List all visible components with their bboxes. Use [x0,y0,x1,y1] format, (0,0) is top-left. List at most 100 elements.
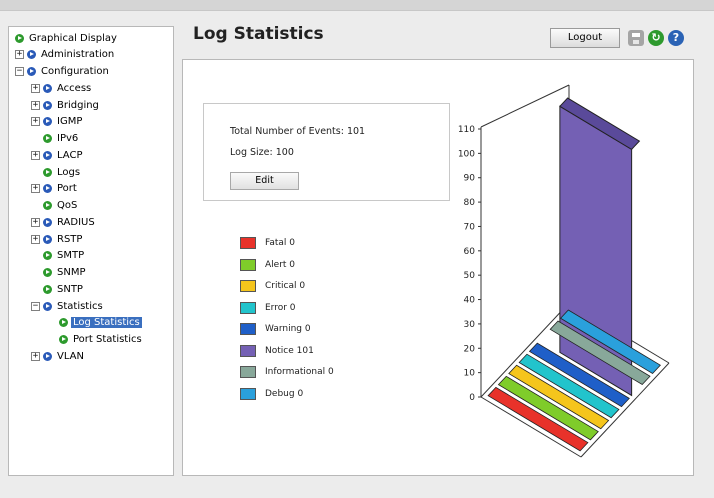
tree-item-label[interactable]: RSTP [57,233,83,245]
edit-button[interactable]: Edit [230,172,299,190]
tree-item-label[interactable]: Access [57,82,92,94]
tree-item-label[interactable]: Graphical Display [29,32,117,44]
tree-item-qos[interactable]: QoS [31,199,79,213]
tree-item-igmp[interactable]: + IGMP [31,115,84,129]
expand-icon[interactable]: + [31,233,40,244]
tree-item-port-statistics[interactable]: Port Statistics [47,333,144,347]
floor-right-edge [580,362,670,458]
y-tick-label: 10 [464,369,476,379]
tree-item-label[interactable]: IPv6 [57,133,79,144]
bar-warning [528,342,630,408]
tree-item-label[interactable]: IGMP [57,116,83,128]
tree-item-sntp[interactable]: SNTP [31,282,85,296]
tree-item-label[interactable]: RADIUS [57,216,95,228]
tree-item-administration[interactable]: + Administration [15,48,116,62]
tree-item-label[interactable]: Logs [57,166,81,178]
legend-item-notice: Notice 101 [240,344,314,358]
expand-icon[interactable]: + [31,149,40,160]
log-size-value: 100 [275,147,294,158]
logout-button[interactable]: Logout [550,28,620,48]
legend-label: Alert 0 [265,259,296,270]
expand-icon[interactable]: + [15,49,24,60]
tree-item-port[interactable]: + Port [31,182,79,196]
expand-icon[interactable]: + [31,82,40,93]
tree-item-log-statistics[interactable]: Log Statistics [47,316,142,330]
total-events-label: Total Number of Events: [230,126,344,137]
legend-label: Fatal 0 [265,238,295,248]
expand-icon[interactable]: + [31,350,40,361]
y-tick-label: 50 [464,271,476,281]
refresh-icon[interactable]: ↻ [648,30,664,46]
tree-item-label[interactable]: LACP [57,149,83,161]
y-tick-label: 30 [464,320,476,330]
tree-item-label[interactable]: SNMP [57,267,86,278]
y-tick-label: 40 [464,296,476,306]
tree-item-label[interactable]: VLAN [57,350,84,362]
legend-item-debug: Debug 0 [240,387,303,401]
expand-icon[interactable]: + [31,216,40,227]
y-tick-label: 70 [464,222,476,232]
tree-item-rstp[interactable]: + RSTP [31,232,84,246]
tree-item-configuration[interactable]: − Configuration [15,65,111,79]
folder-node-icon [43,100,52,110]
tree-item-label[interactable]: Bridging [57,99,99,111]
legend-label: Notice 101 [265,345,314,356]
tree-item-ipv6[interactable]: IPv6 [31,132,80,146]
back-wall-top-edge [480,84,570,128]
legend-label: Error 0 [265,302,296,313]
tree-item-snmp[interactable]: SNMP [31,266,88,280]
expand-icon[interactable]: + [31,99,40,110]
tree-item-bridging[interactable]: + Bridging [31,98,101,112]
tree-item-access[interactable]: + Access [31,81,93,95]
tree-item-graphical-display[interactable]: Graphical Display [15,31,119,45]
tree-item-label[interactable]: Configuration [41,66,109,77]
folder-node-icon [43,150,52,160]
save-icon[interactable] [628,30,644,46]
folder-node-icon [43,234,52,244]
tree-item-lacp[interactable]: + LACP [31,148,84,162]
legend-label: Informational 0 [265,367,334,377]
content-panel: Total Number of Events: 101 Log Size: 10… [182,59,694,476]
y-tick-label: 60 [464,247,476,257]
expand-icon[interactable]: + [31,116,40,127]
tree-item-vlan[interactable]: + VLAN [31,349,86,363]
tree-item-logs[interactable]: Logs [31,165,82,179]
collapse-icon[interactable]: − [31,300,40,311]
bar-error [518,353,620,419]
tree-item-label[interactable]: SMTP [57,250,85,262]
folder-node-icon [43,117,52,127]
page-node-icon [43,167,52,177]
page-node-icon [43,134,52,143]
tree-item-label[interactable]: Port Statistics [73,334,142,345]
bar-debug [559,309,661,374]
legend-item-error: Error 0 [240,301,296,315]
page-node-icon [43,268,52,277]
legend-swatch [240,237,256,249]
expand-icon[interactable]: + [31,183,40,194]
tree-item-smtp[interactable]: SMTP [31,249,86,263]
page-node-icon [43,284,52,294]
tree-item-label[interactable]: Statistics [57,300,103,312]
tree-item-label[interactable]: SNTP [57,283,83,295]
folder-node-icon [43,83,52,93]
legend-item-fatal: Fatal 0 [240,236,295,250]
tree-item-label[interactable]: Administration [41,49,115,61]
bar-fatal [487,386,589,452]
legend-item-informational: Informational 0 [240,365,334,379]
tree-item-label[interactable]: Port [57,183,77,195]
folder-node-icon [27,50,36,60]
collapse-icon[interactable]: − [15,66,24,76]
page-node-icon [43,251,52,261]
legend-item-critical: Critical 0 [240,279,305,293]
bar-top-notice [559,97,641,151]
legend-swatch [240,344,256,357]
legend-swatch [240,258,256,271]
tree-item-label[interactable]: QoS [57,200,78,211]
folder-node-icon [43,217,52,227]
tree-item-radius[interactable]: + RADIUS [31,215,97,229]
legend-swatch [240,387,256,400]
tree-item-label[interactable]: Log Statistics [71,317,142,329]
tree-item-statistics[interactable]: − Statistics [31,299,105,313]
help-icon[interactable]: ? [668,30,684,46]
y-tick-label: 0 [469,393,475,403]
